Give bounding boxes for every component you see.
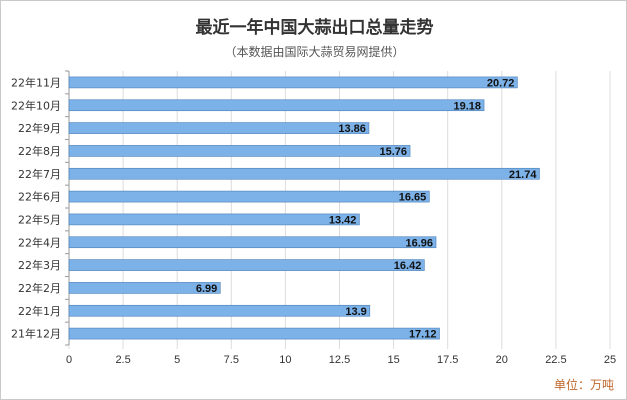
x-tick-label: 2.5 <box>115 354 130 366</box>
bar <box>68 190 430 203</box>
bar <box>68 259 425 271</box>
category-label: 22年1月 <box>18 304 61 318</box>
bar <box>68 76 518 89</box>
bar <box>68 304 371 317</box>
data-label: 16.65 <box>399 192 427 204</box>
x-tick-label: 7.5 <box>224 354 239 366</box>
bar <box>68 167 540 180</box>
data-label: 20.72 <box>487 77 515 89</box>
data-label: 19.18 <box>454 100 482 112</box>
category-label: 22年9月 <box>18 121 61 135</box>
data-label: 21.74 <box>509 169 537 181</box>
x-tick-label: 17.5 <box>437 354 458 366</box>
data-label: 13.42 <box>329 214 357 226</box>
x-tick-label: 20 <box>496 354 508 366</box>
unit-label: 单位：万吨 <box>553 378 614 392</box>
bar <box>68 99 485 112</box>
category-label: 22年7月 <box>18 167 61 181</box>
x-tick-label: 22.5 <box>545 354 566 366</box>
chart-title: 最近一年中国大蒜出口总量走势 <box>195 18 434 38</box>
category-label: 22年3月 <box>18 258 61 272</box>
data-label: 13.86 <box>338 123 366 135</box>
chart-subtitle: （本数据由国际大蒜贸易网提供） <box>224 45 405 59</box>
category-label: 22年6月 <box>18 190 61 204</box>
x-tick-label: 5 <box>174 354 180 366</box>
category-label: 22年2月 <box>18 281 61 295</box>
data-label: 16.42 <box>394 260 422 272</box>
data-label: 16.96 <box>405 237 433 249</box>
bar <box>68 145 411 157</box>
category-label: 22年8月 <box>18 144 61 158</box>
x-tick-label: 25 <box>604 354 616 366</box>
x-tick-label: 0 <box>66 354 72 366</box>
x-tick-label: 12.5 <box>329 354 350 366</box>
x-tick-label: 15 <box>387 354 399 366</box>
bar <box>68 282 221 294</box>
bar <box>68 327 440 340</box>
data-label: 6.99 <box>196 283 217 295</box>
bar <box>68 213 360 226</box>
category-label: 22年11月 <box>11 75 61 89</box>
category-label: 22年4月 <box>18 235 61 249</box>
bar <box>68 236 437 249</box>
x-tick-label: 10 <box>279 354 291 366</box>
data-label: 13.9 <box>345 306 366 318</box>
data-label: 17.12 <box>409 329 437 341</box>
data-label: 15.76 <box>380 146 408 158</box>
bar <box>68 122 370 134</box>
category-label: 22年5月 <box>18 212 61 226</box>
category-label: 22年10月 <box>11 98 61 112</box>
category-label: 21年12月 <box>11 327 61 341</box>
